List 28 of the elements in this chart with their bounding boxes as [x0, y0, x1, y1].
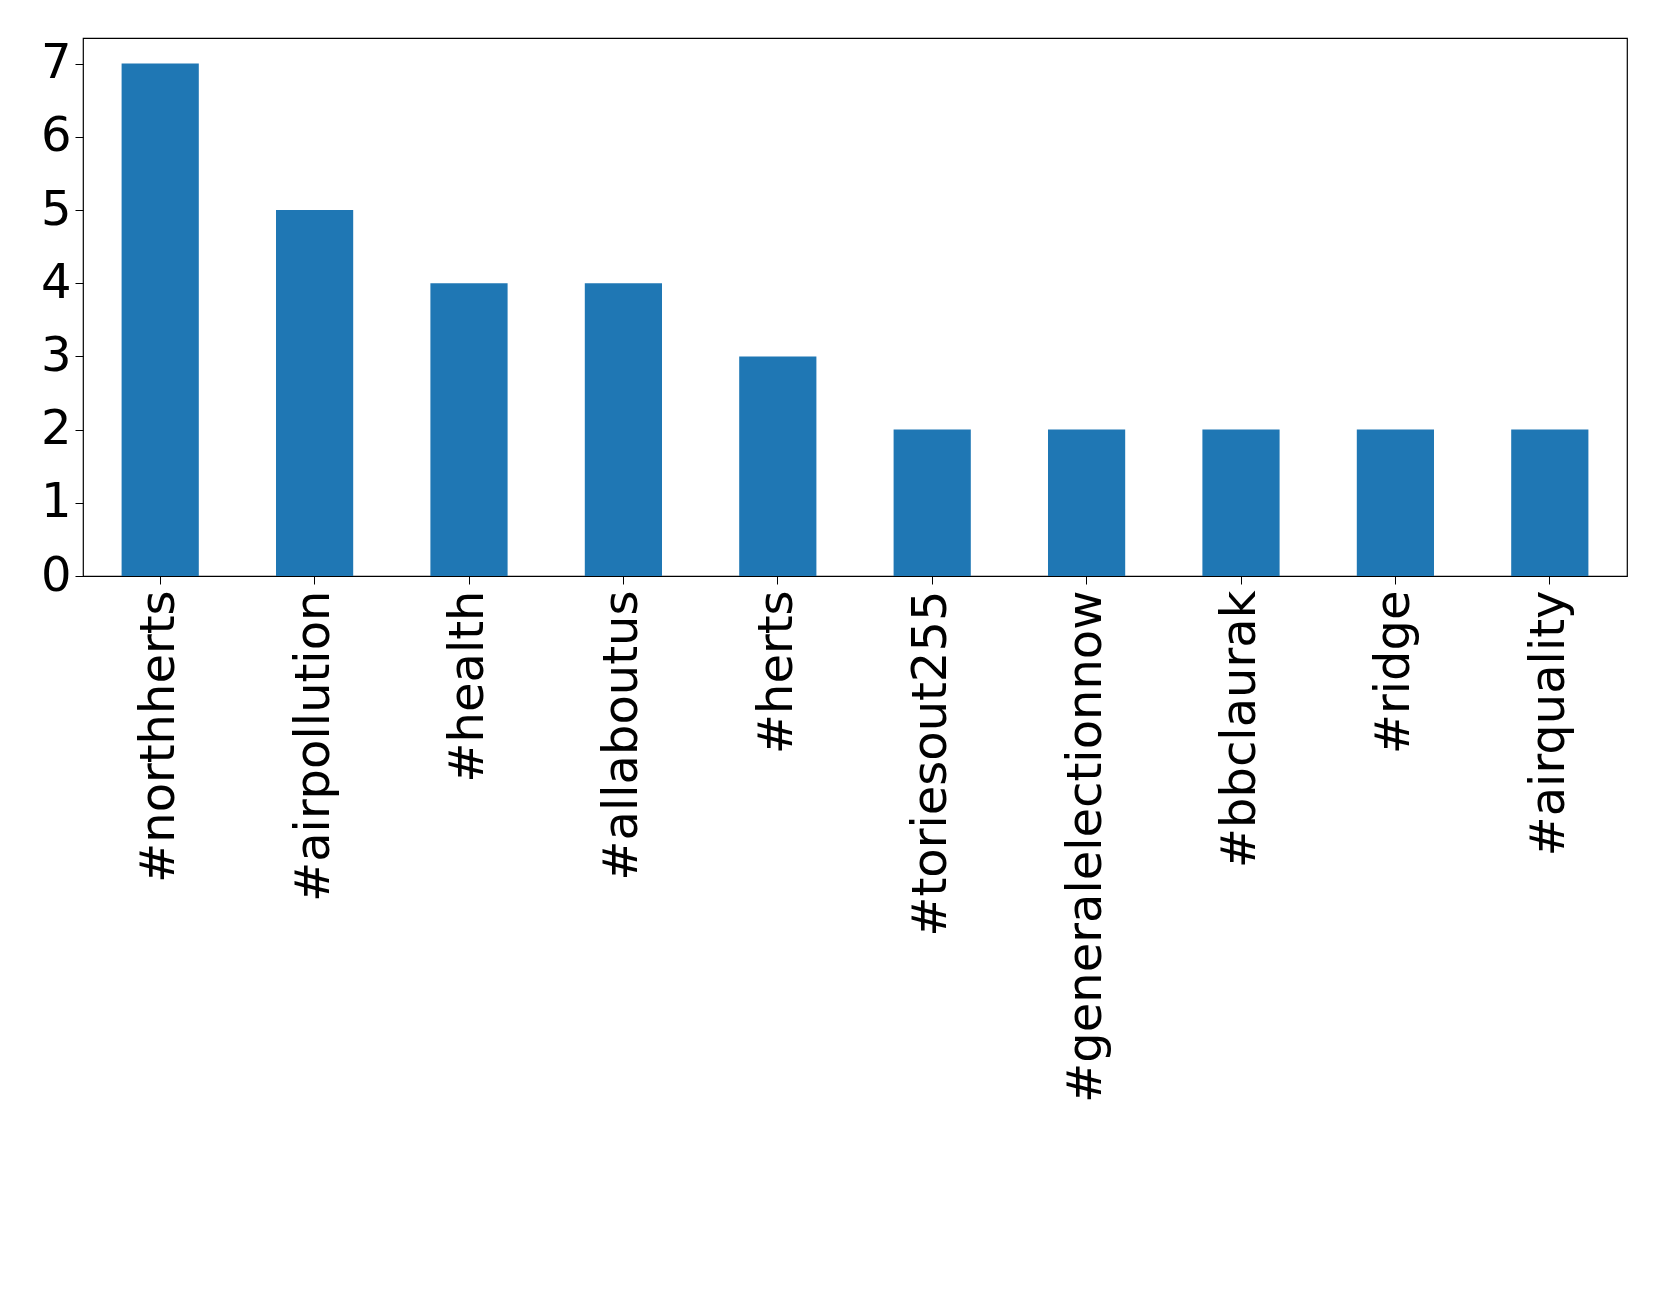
bar — [739, 356, 817, 576]
y-tick-label: 0 — [40, 545, 72, 602]
x-tick-label: #bbclaurak — [1210, 590, 1266, 869]
y-tick-label: 4 — [40, 252, 72, 309]
bar — [1356, 429, 1434, 576]
x-tick-label: #airquality — [1518, 590, 1575, 857]
x-tick-label: #allaboutus — [592, 590, 649, 881]
bar — [1048, 429, 1126, 576]
x-tick-label: #northherts — [129, 590, 186, 883]
bar — [1202, 429, 1280, 576]
x-tick-label: #toriesout255 — [901, 590, 958, 937]
bar — [893, 429, 971, 576]
x-tick-label: #herts — [746, 590, 803, 755]
bar — [584, 283, 662, 576]
x-tick-label: #ridge — [1364, 590, 1421, 755]
y-tick-label: 5 — [40, 179, 72, 236]
x-tick-label: #health — [438, 590, 494, 783]
y-tick-label: 7 — [40, 33, 72, 90]
bar — [121, 63, 199, 576]
y-tick-label: 6 — [40, 106, 72, 163]
bar — [430, 283, 508, 576]
x-tick-label: #generalelectionnow — [1055, 590, 1112, 1103]
y-tick-label: 2 — [40, 399, 72, 456]
x-tick-label: #airpollution — [283, 590, 340, 903]
bar — [1511, 429, 1589, 576]
y-tick-label: 1 — [40, 472, 72, 529]
bar — [276, 210, 354, 576]
y-tick-label: 3 — [40, 325, 72, 382]
